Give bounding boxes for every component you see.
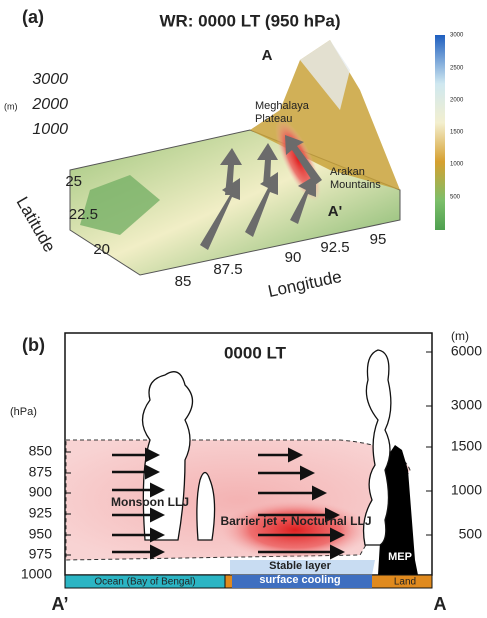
terrain-peaks xyxy=(300,40,350,110)
colorbar xyxy=(435,35,445,230)
lon-tick: 90 xyxy=(285,249,302,266)
panel-label: (a) xyxy=(22,7,44,27)
pressure-tick: 850 xyxy=(29,443,53,459)
meghalaya-label: Plateau xyxy=(255,113,292,125)
clouds xyxy=(141,349,392,546)
pressure-tick: 975 xyxy=(29,546,53,562)
lat-label: Latitude xyxy=(13,194,60,256)
height-tick: 1000 xyxy=(451,482,482,498)
wind-arrows xyxy=(200,135,322,250)
mountain xyxy=(378,445,418,575)
arakan-label: Mountains xyxy=(330,179,381,191)
colorbar-tick: 3000 xyxy=(450,33,464,39)
lat-tick: 25 xyxy=(65,173,82,190)
lon-label: Longitude xyxy=(266,267,343,301)
land-label: Land xyxy=(394,577,416,588)
cooling-label: surface cooling xyxy=(259,574,340,586)
panel-label: (b) xyxy=(22,335,45,355)
point-a-prime: A' xyxy=(328,203,342,220)
colorbar-tick: 1500 xyxy=(450,130,464,136)
height-unit: (m) xyxy=(4,101,18,111)
left-end: A’ xyxy=(51,594,68,614)
cooling-bar xyxy=(232,575,372,588)
meghalaya-label: Meghalaya xyxy=(255,100,310,112)
terrain-green xyxy=(80,175,160,235)
right-end: A xyxy=(434,594,447,614)
pressure-tick: 1000 xyxy=(21,566,52,582)
height-tick: 3000 xyxy=(32,71,68,88)
pressure-tick: 900 xyxy=(29,484,53,500)
arakan-label: Arakan xyxy=(330,166,365,178)
panel-a: (a) WR: 0000 LT (950 hPa) A A' Meghalaya… xyxy=(4,7,464,301)
ocean-label: Ocean (Bay of Bengal) xyxy=(94,577,195,588)
pressure-tick: 925 xyxy=(29,505,53,521)
wind-arrows xyxy=(112,447,345,560)
terrain-mountains xyxy=(250,40,400,190)
height-tick: 1500 xyxy=(451,438,482,454)
height-unit: (m) xyxy=(451,329,469,343)
colorbar-tick: 1000 xyxy=(450,162,464,168)
height-tick: 2000 xyxy=(31,96,68,113)
height-tick: 1000 xyxy=(32,121,68,138)
panel-b: (b) 0000 LT Monsoon LLJ Barrier jet + No… xyxy=(10,329,482,614)
height-tick: 500 xyxy=(459,526,483,542)
height-tick: 3000 xyxy=(451,397,482,413)
point-a: A xyxy=(262,47,273,64)
monsoon-llj-label: Monsoon LLJ xyxy=(111,495,189,509)
barrier-jet-label: Barrier jet + Nocturnal LLJ xyxy=(220,514,371,528)
lat-tick: 20 xyxy=(93,241,110,258)
stable-layer-label: Stable layer xyxy=(269,560,331,572)
colorbar-tick: 500 xyxy=(450,195,461,201)
colorbar-tick: 2000 xyxy=(450,98,464,104)
stable-layer xyxy=(230,560,375,575)
pressure-tick: 875 xyxy=(29,464,53,480)
title: WR: 0000 LT (950 hPa) xyxy=(159,11,340,30)
lon-tick: 87.5 xyxy=(213,261,242,278)
axis-ticks: 850 875 900 925 950 975 1000 6000 3000 1500 1000 50… xyxy=(21,343,482,582)
title: 0000 LT xyxy=(224,343,287,362)
lon-tick: 92.5 xyxy=(320,239,349,256)
pressure-unit: (hPa) xyxy=(10,406,37,418)
height-tick: 6000 xyxy=(451,343,482,359)
lon-tick: 85 xyxy=(175,273,192,290)
lat-tick: 22.5 xyxy=(69,206,98,223)
mep-label: MEP xyxy=(388,551,412,563)
colorbar-tick: 2500 xyxy=(450,66,464,72)
lon-tick: 95 xyxy=(370,231,387,248)
pressure-tick: 950 xyxy=(29,526,53,542)
